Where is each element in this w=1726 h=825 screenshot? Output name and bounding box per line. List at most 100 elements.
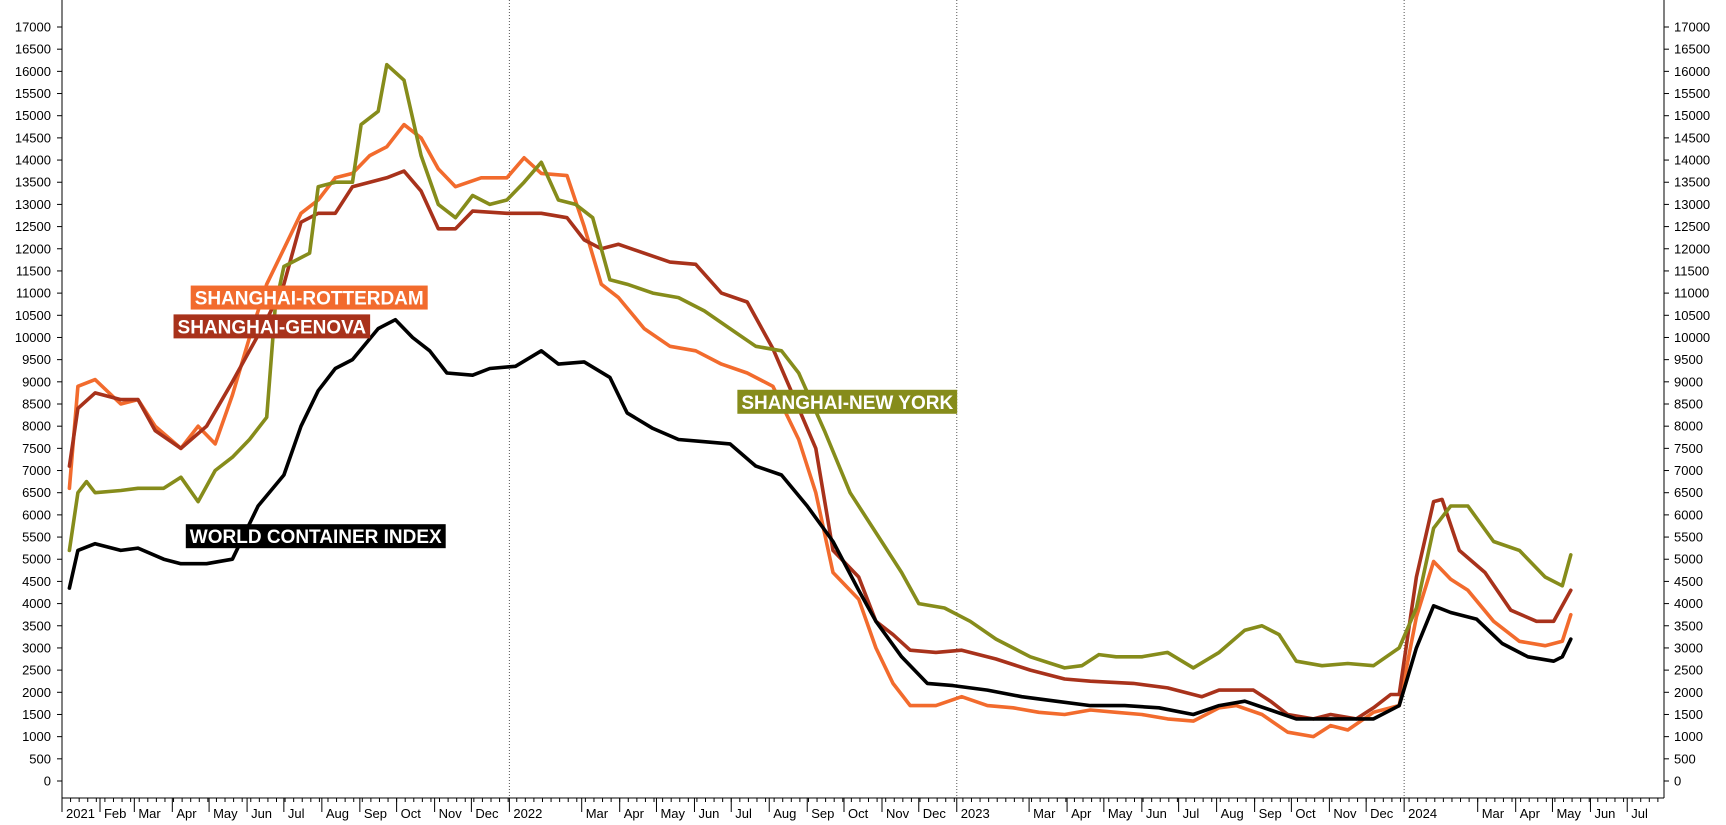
y-tick-label: 13500: [15, 175, 51, 190]
x-tick-label: Sep: [1259, 806, 1282, 821]
y-tick-label: 9500: [22, 352, 51, 367]
y-tick-label: 11000: [16, 286, 51, 301]
y-tick-label-right: 0: [1674, 774, 1681, 789]
series-label-text: SHANGHAI-NEW YORK: [741, 393, 953, 414]
y-tick-label: 12500: [15, 219, 51, 234]
y-tick-label-right: 15500: [1674, 86, 1710, 101]
x-tick-label: 2022: [513, 806, 542, 821]
y-tick-label-right: 12000: [1674, 241, 1710, 256]
y-tick-label-right: 5000: [1674, 552, 1703, 567]
y-tick-label-right: 13000: [1674, 197, 1710, 212]
x-tick-label: Jun: [698, 806, 719, 821]
y-tick-label-right: 8500: [1674, 397, 1703, 412]
y-tick-label: 4500: [22, 574, 51, 589]
y-tick-label: 3000: [22, 640, 51, 655]
series-label-box: [173, 314, 371, 339]
x-tick-label: Nov: [439, 806, 463, 821]
y-tick-label-right: 7000: [1674, 463, 1703, 478]
series-label-shanghai-rotterdam: SHANGHAI-ROTTERDAM: [190, 285, 428, 310]
series-line-shanghai-rotterdam: [67, 122, 1573, 739]
x-tick-label: 2021: [66, 806, 95, 821]
y-tick-label-right: 3000: [1674, 640, 1703, 655]
y-tick-label: 16000: [15, 64, 51, 79]
y-tick-label-right: 3500: [1674, 618, 1703, 633]
series-line-shanghai-genova: [67, 169, 1573, 721]
y-tick-label-right: 4000: [1674, 596, 1703, 611]
series-label-shanghai-genova: SHANGHAI-GENOVA: [173, 314, 371, 339]
y-tick-label-right: 17000: [1674, 20, 1710, 35]
x-tick-label: Mar: [586, 806, 609, 821]
y-tick-label: 3500: [22, 618, 51, 633]
y-axis-right: 0 500 1000 1500 2000 2500 3000 3500 4000 4500 5000…: [1664, 20, 1710, 789]
y-tick-label: 6500: [22, 485, 51, 500]
x-tick-label: Nov: [886, 806, 910, 821]
y-tick-label-right: 16500: [1674, 42, 1710, 57]
y-tick-label: 17000: [15, 20, 51, 35]
x-tick-label: Jul: [1183, 806, 1200, 821]
x-tick-label: Aug: [773, 806, 796, 821]
y-tick-label-right: 6000: [1674, 507, 1703, 522]
x-tick-label: Feb: [104, 806, 126, 821]
y-tick-label: 5000: [22, 552, 51, 567]
series-label-box: [185, 524, 446, 549]
y-tick-label-right: 13500: [1674, 175, 1710, 190]
y-tick-label-right: 12500: [1674, 219, 1710, 234]
x-tick-label: May: [213, 806, 238, 821]
x-tick-label: May: [1108, 806, 1133, 821]
x-tick-label: Oct: [848, 806, 869, 821]
y-tick-label-right: 6500: [1674, 485, 1703, 500]
x-tick-label: May: [1556, 806, 1581, 821]
series-label-text: SHANGHAI-GENOVA: [178, 317, 367, 338]
y-tick-label-right: 11500: [1674, 263, 1709, 278]
x-tick-label: Mar: [1482, 806, 1505, 821]
x-tick-label: Sep: [811, 806, 834, 821]
y-tick-label: 13000: [15, 197, 51, 212]
y-tick-label-right: 7500: [1674, 441, 1703, 456]
y-tick-label: 4000: [22, 596, 51, 611]
x-tick-label: Sep: [364, 806, 387, 821]
x-tick-label: Apr: [624, 806, 645, 821]
series-label-world-container-index: WORLD CONTAINER INDEX: [185, 524, 446, 549]
y-tick-label: 8500: [22, 397, 51, 412]
y-tick-label-right: 500: [1674, 751, 1696, 766]
x-tick-label: May: [660, 806, 685, 821]
y-tick-label-right: 1000: [1674, 729, 1703, 744]
x-tick-label: Nov: [1333, 806, 1357, 821]
y-tick-label-right: 11000: [1674, 286, 1709, 301]
x-tick-label: Apr: [1520, 806, 1541, 821]
x-tick-label: Mar: [138, 806, 161, 821]
x-tick-label: Jul: [735, 806, 752, 821]
x-tick-label: Jun: [1594, 806, 1615, 821]
axes: [61, 0, 1665, 799]
series-label-shanghai-new-york: SHANGHAI-NEW YORK: [737, 389, 958, 414]
x-tick-label: Jun: [1146, 806, 1167, 821]
y-tick-label: 15500: [15, 86, 51, 101]
x-tick-label: Jul: [288, 806, 305, 821]
y-axis-left: 0 500 1000 1500 2000 2500 3000 3500 4000 4500 5000…: [15, 20, 62, 789]
x-tick-label: Aug: [1221, 806, 1244, 821]
y-tick-label-right: 14500: [1674, 130, 1710, 145]
y-tick-label: 16500: [15, 42, 51, 57]
y-tick-label-right: 16000: [1674, 64, 1710, 79]
y-tick-label: 8000: [22, 419, 51, 434]
x-tick-label: Mar: [1033, 806, 1056, 821]
y-tick-label: 2000: [22, 685, 51, 700]
series-line-shanghai-new-york: [67, 62, 1573, 670]
x-tick-label: 2023: [961, 806, 990, 821]
y-tick-label: 10000: [15, 330, 51, 345]
y-tick-label: 9000: [22, 374, 51, 389]
y-tick-label: 11500: [16, 263, 51, 278]
x-tick-label: Dec: [475, 806, 499, 821]
y-tick-label: 14000: [15, 153, 51, 168]
series-label-text: SHANGHAI-ROTTERDAM: [195, 289, 424, 310]
y-tick-label: 1500: [22, 707, 51, 722]
y-tick-label-right: 4500: [1674, 574, 1703, 589]
x-tick-label: Apr: [176, 806, 197, 821]
y-tick-label-right: 1500: [1674, 707, 1703, 722]
y-tick-label: 5500: [22, 530, 51, 545]
y-tick-label: 500: [29, 751, 51, 766]
y-tick-label-right: 9500: [1674, 352, 1703, 367]
y-tick-label-right: 10500: [1674, 308, 1710, 323]
series-label-box: [737, 389, 958, 414]
